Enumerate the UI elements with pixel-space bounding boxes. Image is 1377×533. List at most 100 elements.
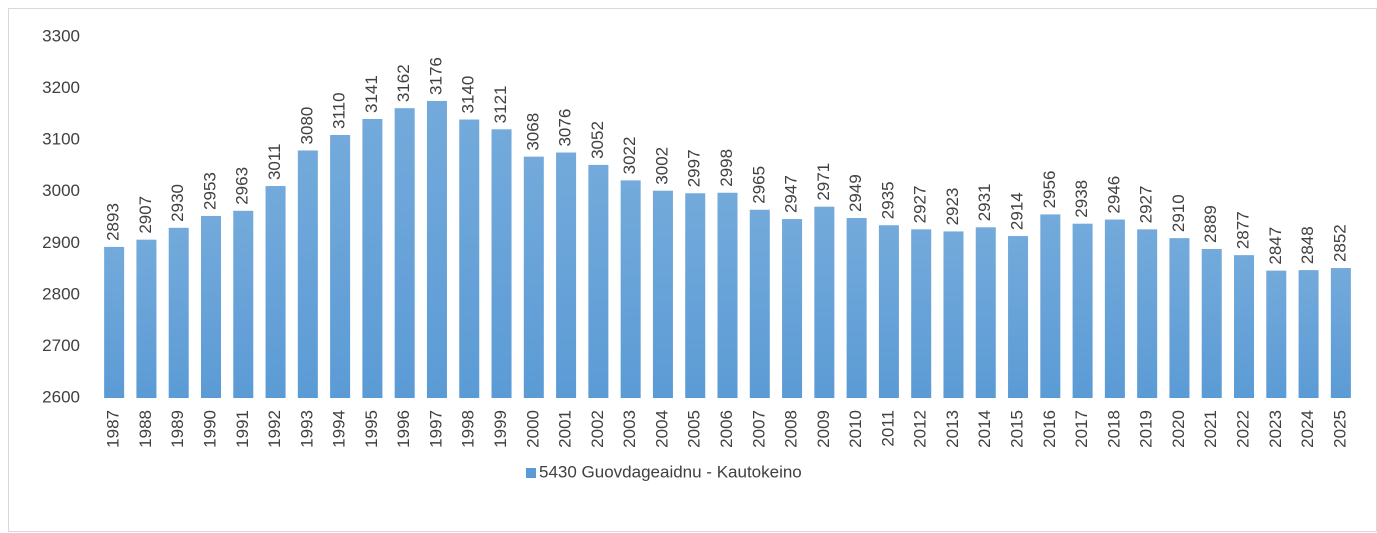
data-label: 2914 (1008, 192, 1027, 230)
data-label: 2947 (782, 175, 801, 213)
data-label: 3080 (297, 107, 316, 145)
bar (233, 210, 254, 398)
x-tick-label: 2024 (1298, 410, 1317, 448)
bar (1104, 219, 1125, 398)
x-tick-label: 2025 (1330, 410, 1349, 448)
data-label: 3110 (330, 92, 349, 129)
legend-swatch (526, 468, 536, 478)
data-label: 3141 (362, 75, 381, 113)
x-tick-label: 2000 (523, 410, 542, 448)
bar (911, 229, 932, 398)
data-label: 2997 (685, 149, 704, 187)
y-tick-label: 3000 (42, 181, 80, 200)
y-tick-label: 2800 (42, 284, 80, 303)
x-tick-label: 2005 (685, 410, 704, 448)
data-label: 2953 (200, 172, 219, 210)
bar (749, 209, 770, 398)
bar (104, 246, 125, 398)
bar (782, 219, 803, 398)
x-tick-label: 1989 (168, 410, 187, 448)
bar (1330, 268, 1351, 398)
data-label: 2893 (104, 203, 123, 241)
x-tick-label: 1988 (136, 410, 155, 448)
bar (1040, 214, 1061, 398)
data-label: 2963 (233, 167, 252, 205)
x-tick-label: 2022 (1233, 410, 1252, 448)
bar (814, 206, 835, 398)
x-tick-label: 1999 (491, 410, 510, 448)
bar (685, 193, 706, 398)
bar (491, 129, 512, 398)
x-tick-label: 2002 (588, 410, 607, 448)
bar (652, 190, 673, 398)
bar (1266, 270, 1287, 398)
bar (943, 231, 964, 398)
data-label: 2927 (1137, 186, 1156, 224)
bar (297, 150, 318, 398)
x-tick-label: 1987 (104, 410, 123, 448)
x-tick-label: 2007 (749, 410, 768, 448)
x-tick-label: 1995 (362, 410, 381, 448)
x-tick-label: 2023 (1266, 410, 1285, 448)
data-label: 3076 (556, 109, 575, 147)
data-label: 2946 (1104, 176, 1123, 214)
data-label: 3002 (652, 147, 671, 185)
data-label: 2935 (878, 181, 897, 219)
y-tick-label: 2700 (42, 336, 80, 355)
x-tick-label: 2014 (975, 410, 994, 448)
bar (168, 227, 189, 398)
y-tick-label: 3300 (42, 26, 80, 45)
x-tick-label: 1990 (200, 410, 219, 448)
data-label: 2930 (168, 184, 187, 222)
bar (394, 108, 415, 398)
bar (1137, 229, 1158, 398)
x-tick-label: 2020 (1169, 410, 1188, 448)
data-label: 2910 (1169, 194, 1188, 232)
bar (1234, 255, 1255, 398)
bar (523, 156, 544, 398)
data-label: 2956 (1040, 171, 1059, 209)
data-label: 3052 (588, 121, 607, 159)
x-tick-label: 2009 (814, 410, 833, 448)
x-tick-label: 1991 (233, 410, 252, 448)
data-label: 2907 (136, 196, 155, 234)
x-tick-label: 2008 (782, 410, 801, 448)
data-label: 2848 (1298, 226, 1317, 264)
x-tick-label: 1992 (265, 410, 284, 448)
data-label: 3011 (265, 143, 284, 180)
x-tick-label: 2017 (1072, 410, 1091, 448)
bar (1072, 223, 1093, 398)
x-tick-label: 2015 (1008, 410, 1027, 448)
bar (846, 218, 867, 398)
bar (200, 215, 221, 398)
x-tick-label: 1996 (394, 410, 413, 448)
bar (717, 192, 738, 398)
bar (136, 239, 157, 398)
x-tick-label: 2011 (878, 410, 897, 447)
data-label: 3068 (523, 113, 542, 151)
data-label: 2923 (943, 188, 962, 226)
x-tick-label: 2019 (1137, 410, 1156, 448)
data-label: 2889 (1201, 205, 1220, 243)
x-tick-label: 2013 (943, 410, 962, 448)
y-tick-label: 2900 (42, 233, 80, 252)
data-label: 3176 (426, 57, 445, 95)
x-tick-label: 1993 (297, 410, 316, 448)
bar (459, 119, 480, 398)
x-tick-label: 1994 (330, 410, 349, 448)
bar (1201, 248, 1222, 398)
data-label: 2965 (749, 166, 768, 204)
data-label: 2998 (717, 149, 736, 187)
data-label: 2927 (911, 186, 930, 224)
bar (588, 164, 609, 398)
data-label: 3162 (394, 64, 413, 102)
data-label: 2971 (814, 163, 833, 201)
data-label: 2931 (975, 183, 994, 221)
bar (330, 134, 351, 398)
x-tick-label: 2004 (652, 410, 671, 448)
x-tick-label: 2016 (1040, 410, 1059, 448)
bar (1298, 270, 1319, 398)
bar (1008, 236, 1029, 398)
data-label: 3140 (459, 76, 478, 114)
legend-label: 5430 Guovdageaidnu - Kautokeino (539, 462, 802, 481)
